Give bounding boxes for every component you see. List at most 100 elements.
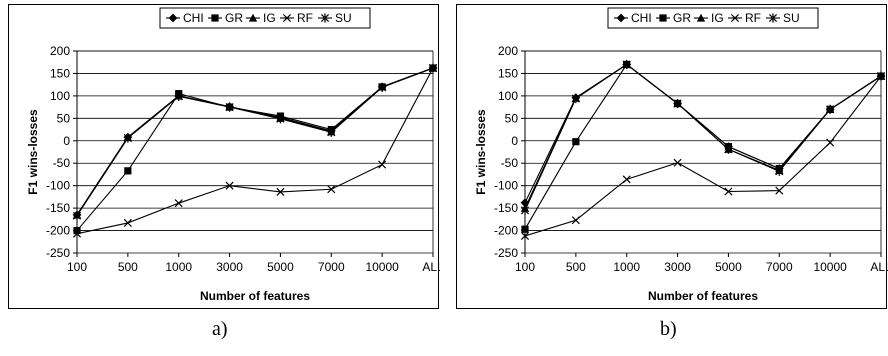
b-y-tick-label: 0 — [511, 134, 518, 148]
a-y-tick-label: -50 — [53, 156, 71, 170]
b-x-tick-label: 100 — [515, 260, 535, 274]
a-line-su — [76, 67, 434, 217]
b-line-ig — [524, 63, 882, 209]
b-series-su — [520, 59, 886, 215]
b-point-su — [673, 98, 682, 109]
a-legend-marker-chi — [168, 13, 178, 23]
a-point-rf — [174, 199, 183, 208]
a-line-gr — [76, 67, 434, 231]
b-legend-marker-su — [768, 13, 778, 23]
b-point-su — [775, 166, 784, 176]
b-point-chi — [520, 198, 530, 208]
b-legend-label-gr: GR — [673, 11, 691, 25]
a-y-tick-label: -200 — [46, 224, 70, 238]
b-y-axis-label: F1 wins-losses — [474, 109, 488, 195]
b-legend: CHI GR IG RF SU — [607, 7, 819, 29]
a-point-su — [327, 127, 336, 137]
b-y-tick-label: -100 — [494, 179, 518, 193]
b-point-su — [724, 144, 733, 154]
b-legend-label-chi: CHI — [631, 11, 652, 25]
a-y-tick-label: 150 — [50, 66, 70, 80]
a-point-gr — [73, 226, 81, 235]
b-point-rf — [775, 186, 784, 195]
a-frame — [8, 4, 439, 309]
a-y-tick-label: -150 — [46, 201, 70, 215]
a-y-tick-label: -250 — [46, 246, 70, 260]
a-point-rf — [72, 229, 82, 238]
b-legend-box — [607, 7, 819, 29]
b-x-tick-label: 500 — [566, 260, 586, 274]
b-x-tick-label: ALL — [870, 260, 888, 274]
b-point-su — [571, 93, 580, 104]
b-x-tick-label: 7000 — [766, 260, 793, 274]
a-point-su — [225, 102, 234, 112]
b-legend-label-ig: IG — [711, 11, 724, 25]
b-point-su — [826, 104, 835, 114]
a-legend-label-chi: CHI — [183, 11, 204, 25]
a-line-rf — [76, 67, 434, 235]
chart-b: -250 -200 -150 -100 -50 0 50 100 150 200 100 500 100… — [456, 4, 888, 309]
b-y-tick-label: -50 — [501, 156, 519, 170]
a-legend: CHI GR IG RF SU — [159, 7, 371, 29]
b-series-gr — [521, 60, 885, 233]
b-frame — [456, 4, 887, 309]
a-point-su — [276, 114, 285, 124]
a-y-tick-label: 50 — [57, 111, 71, 125]
b-point-su — [520, 205, 530, 215]
b-x-tick-label: 1000 — [613, 260, 640, 274]
b-x-tick-label: 5000 — [715, 260, 742, 274]
caption-b: b) — [660, 318, 677, 340]
b-legend-marker-rf — [730, 13, 740, 23]
b-y-tick-label: 200 — [498, 44, 518, 58]
a-point-su — [72, 211, 82, 221]
b-point-rf — [673, 158, 682, 167]
b-line-rf — [524, 75, 882, 237]
b-legend-label-rf: RF — [745, 11, 761, 25]
a-point-su — [174, 91, 183, 101]
b-y-tick-label: 100 — [498, 89, 518, 103]
a-point-gr — [124, 167, 132, 175]
a-legend-label-gr: GR — [225, 11, 243, 25]
b-y-tick-label: 50 — [505, 111, 519, 125]
b-series-chi — [520, 60, 886, 208]
a-legend-marker-su — [320, 13, 330, 23]
b-point-rf — [520, 231, 530, 240]
a-series-su — [72, 63, 438, 221]
a-y-tick-label: 100 — [50, 89, 70, 103]
b-legend-label-su: SU — [783, 11, 800, 25]
b-point-rf — [826, 138, 835, 147]
chart-a: -250 -200 -150 -100 -50 0 50 100 150 200 100 500 100… — [8, 4, 440, 309]
b-legend-marker-chi — [616, 13, 626, 23]
b-line-chi — [524, 63, 882, 203]
b-y-tick-label: 150 — [498, 66, 518, 80]
a-x-tick-label: 7000 — [318, 260, 345, 274]
a-legend-marker-ig — [248, 13, 258, 22]
a-legend-label-su: SU — [335, 11, 352, 25]
b-point-gr — [521, 225, 529, 233]
b-line-su — [524, 63, 882, 211]
a-x-tick-label: 5000 — [267, 260, 294, 274]
a-point-rf — [378, 160, 387, 169]
a-x-tick-label: 100 — [67, 260, 87, 274]
a-point-rf — [327, 185, 336, 194]
a-y-axis-label: F1 wins-losses — [26, 109, 40, 195]
a-point-rf — [225, 181, 234, 190]
b-legend-marker-ig — [696, 13, 706, 22]
a-x-tick-label: 10000 — [365, 260, 399, 274]
a-y-tick-label: -100 — [46, 179, 70, 193]
b-point-rf — [571, 216, 580, 225]
a-x-tick-label: 500 — [118, 260, 138, 274]
a-point-su — [428, 63, 438, 73]
a-x-tick-label: ALL — [422, 260, 440, 274]
a-legend-label-ig: IG — [263, 11, 276, 25]
b-point-su — [876, 71, 886, 81]
a-legend-box — [159, 7, 371, 29]
a-x-tick-label: 1000 — [165, 260, 192, 274]
b-point-rf — [622, 175, 631, 184]
a-y-tick-label: 200 — [50, 44, 70, 58]
caption-a: a) — [212, 318, 228, 340]
a-point-rf — [123, 218, 132, 227]
b-y-tick-label: -250 — [494, 246, 518, 260]
b-point-gr — [572, 138, 580, 146]
a-legend-label-rf: RF — [297, 11, 313, 25]
